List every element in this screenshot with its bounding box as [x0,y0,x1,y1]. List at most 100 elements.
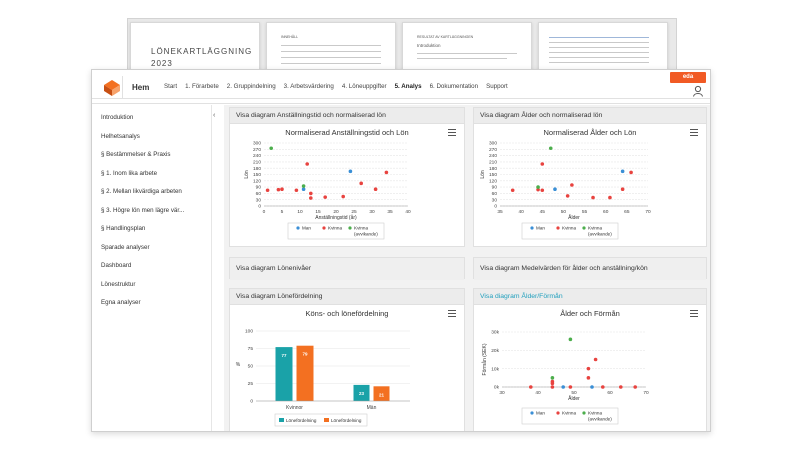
legend-label: (avvikande) [354,232,378,237]
nav-item[interactable]: 4. Löneuppgifter [341,83,387,90]
nav-item[interactable]: 5. Analys [394,83,422,90]
y-tick-label: 180 [253,166,261,172]
sidebar-item[interactable]: Introduktion [101,114,134,121]
main-nav: Start 1. Förarbete 2. Gruppindelning 3. Arb… [164,83,516,90]
user-icon[interactable] [692,85,704,97]
data-point [305,162,309,166]
data-point [550,376,555,380]
data-point [529,385,533,389]
y-tick-label: 75 [248,346,254,352]
data-point [359,181,363,186]
data-point [276,187,281,192]
y-tick-label: 25 [248,381,254,387]
data-point [536,185,540,189]
data-point [341,194,345,199]
chart-menu-icon[interactable] [448,310,456,317]
data-point [591,195,595,200]
y-tick-label: 0 [494,204,497,210]
y-tick-label: 120 [489,178,497,184]
legend-label: Kvinna [588,411,602,416]
x-tick-label: 40 [405,209,411,215]
legend-marker [530,411,534,415]
bar [373,386,390,401]
x-tick-label: 30 [499,390,505,396]
x-tick-label: 40 [535,390,541,396]
chart-menu-icon[interactable] [448,129,456,136]
x-tick-label: 10 [297,209,303,215]
data-point [384,170,389,175]
data-point [586,366,591,371]
legend-label: Kvinna [588,226,602,231]
nav-item[interactable]: 3. Arbetsvärdering [283,83,334,90]
data-point [568,337,573,342]
data-point [540,162,545,166]
x-tick-label: 25 [351,209,357,215]
x-tick-label: 20 [333,209,339,215]
x-tick-label: Kvinnor [286,405,303,411]
data-point [309,191,313,196]
nav-item[interactable]: 2. Gruppindelning [226,83,276,90]
nav-item[interactable]: Start [164,83,178,90]
data-point [561,385,565,389]
chart-menu-icon[interactable] [690,129,698,136]
nav-item[interactable]: Support [486,83,508,90]
data-point [553,187,557,191]
panel-header[interactable]: Visa diagram Ålder/Förmån [474,289,706,305]
panel-alder-forman: Visa diagram Ålder/Förmån Ålder och Förm… [473,288,707,431]
data-point [590,385,594,389]
x-tick-label: 0 [263,209,266,215]
nav-item[interactable]: 6. Dokumentation [429,83,479,90]
legend-marker [296,226,300,230]
x-tick-label: 40 [518,209,524,215]
y-tick-label: 120 [253,178,261,184]
data-point [548,146,553,151]
sidebar-item[interactable]: Dashboard [101,262,132,269]
data-point [269,146,273,151]
app-logo-icon[interactable] [102,77,122,97]
chart-legend [274,413,368,427]
data-point [348,169,353,174]
y-tick-label: 270 [253,147,261,153]
panel-header[interactable]: Visa diagram Lönefördelning [230,289,464,305]
sidebar-item[interactable]: § 3. Högre lön men lägre vär... [101,206,185,214]
legend-marker [556,226,560,230]
app-window: Hem Start 1. Förarbete 2. Gruppindelning 3.… [91,69,711,432]
data-point [301,187,306,191]
x-axis-label: Ålder [568,214,580,221]
y-tick-label: 50 [248,364,254,370]
sidebar-item[interactable]: Helhetsanalys [101,132,140,140]
cover-title: LÖNEKARTLÄGGNING [151,47,253,56]
x-tick-label: 30 [369,209,375,215]
panel-header[interactable]: Visa diagram Medelvärden för ålder och a… [474,258,706,280]
y-axis-label: Lön [480,170,486,179]
y-tick-label: 60 [492,191,498,197]
panel-header[interactable]: Visa diagram Ålder och normaliserad lön [474,108,706,124]
panel-header[interactable]: Visa diagram Anställningstid och normali… [230,108,464,124]
data-point [586,376,591,380]
sidebar-item[interactable]: § 1. Inom lika arbete [101,169,158,177]
sidebar-item[interactable]: Lönestruktur [101,280,136,288]
x-tick-label: 45 [540,209,546,215]
sidebar-item[interactable]: Egna analyser [101,299,141,306]
collapse-sidebar-icon[interactable]: ‹ [213,112,216,119]
x-tick-label: 55 [582,209,588,215]
home-link[interactable]: Hem [132,83,150,92]
y-tick-label: 100 [245,329,253,335]
sidebar-item[interactable]: Sparade analyser [101,243,150,251]
sidebar-item[interactable]: § 2. Mellan likvärdiga arbeten [101,188,182,195]
data-point [323,195,327,199]
sidebar-item[interactable]: § Handlingsplan [101,225,146,232]
sidebar-item[interactable]: § Bestämmelser & Praxis [101,151,171,158]
y-tick-label: 150 [253,172,261,178]
nav-item[interactable]: 1. Förarbete [185,83,219,90]
brand-badge[interactable]: eda [670,72,706,83]
legend-label: (avvikande) [588,232,612,237]
chart-menu-icon[interactable] [690,310,698,317]
panel-header[interactable]: Visa diagram Lönenivåer [230,258,464,280]
y-tick-label: 20k [491,348,499,354]
bar-value-label: 21 [379,392,385,397]
y-tick-label: 210 [253,160,261,166]
x-tick-label: 50 [561,209,567,215]
data-point [294,188,299,193]
